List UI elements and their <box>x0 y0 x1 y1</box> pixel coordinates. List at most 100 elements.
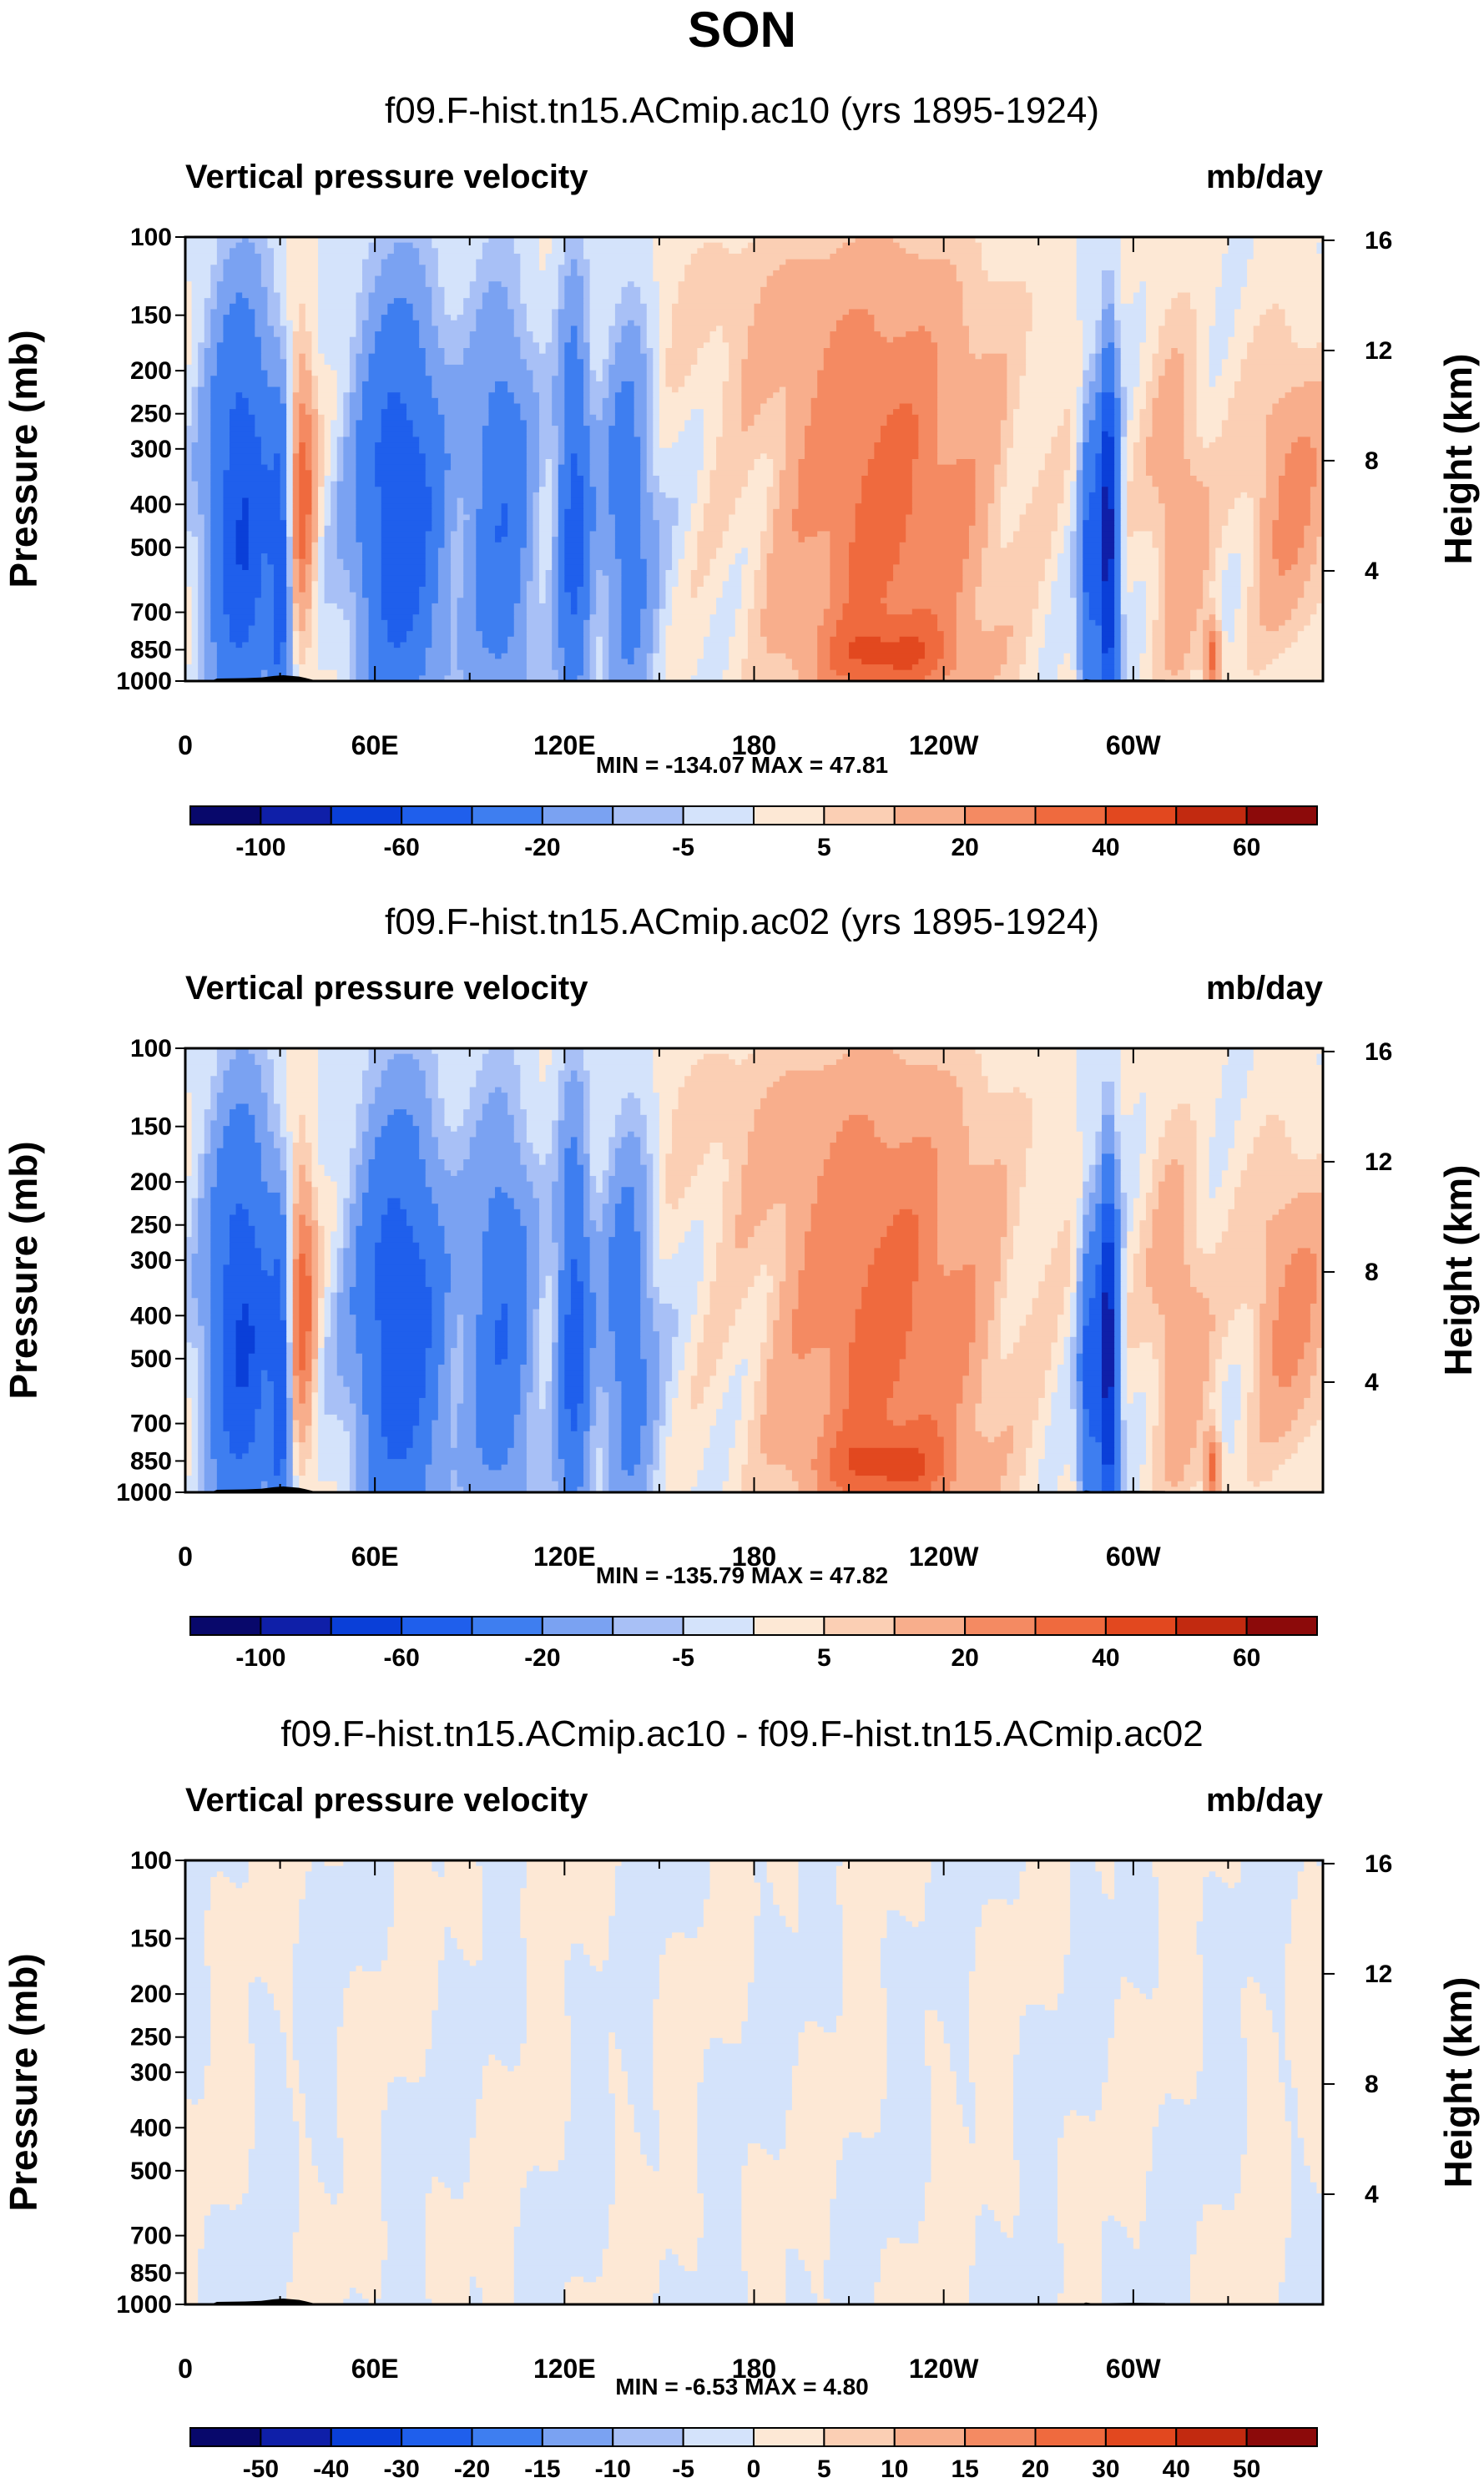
contour-cell <box>1114 414 1122 421</box>
contour-cell <box>577 592 591 598</box>
contour-cell <box>216 669 262 676</box>
contour-cell <box>292 386 300 393</box>
contour-cell <box>614 548 641 554</box>
colorbar-label: -20 <box>524 834 560 861</box>
contour-cell <box>608 331 623 338</box>
contour-cell <box>1316 608 1324 615</box>
contour-cell <box>1101 286 1115 294</box>
contour-cell <box>1221 608 1235 615</box>
contour-cell <box>381 420 414 426</box>
contour-cell <box>1083 447 1103 454</box>
contour-cell <box>223 508 243 516</box>
contour-cell <box>880 598 957 604</box>
contour-cell <box>362 409 382 416</box>
contour-cell <box>336 548 363 554</box>
contour-cell <box>1253 503 1260 510</box>
contour-cell <box>1120 1048 1229 1055</box>
contour-cell <box>1209 364 1223 371</box>
contour-cell <box>1101 414 1115 421</box>
contour-cell <box>286 348 294 355</box>
contour-cell <box>906 525 970 532</box>
contour-cell <box>766 648 818 654</box>
contour-cell <box>653 1059 698 1066</box>
contour-cell <box>608 470 641 477</box>
contour-cell <box>260 259 275 265</box>
contour-cell <box>311 508 319 516</box>
contour-cell <box>210 336 225 343</box>
contour-cell <box>1234 326 1254 332</box>
contour-cell <box>311 497 319 504</box>
contour-cell <box>1101 1114 1115 1122</box>
contour-cell <box>255 431 287 437</box>
contour-cell <box>552 575 559 582</box>
contour-cell <box>1304 625 1324 632</box>
contour-cell <box>210 392 237 399</box>
contour-cell <box>286 259 319 265</box>
contour-cell <box>1095 397 1103 405</box>
contour-cell <box>640 531 660 537</box>
contour-cell <box>558 614 591 621</box>
contour-cell <box>1310 575 1324 582</box>
contour-cell <box>1278 303 1324 310</box>
contour-cell <box>457 614 477 621</box>
contour-cell <box>729 520 768 527</box>
contour-cell <box>558 492 572 499</box>
contour-cell <box>1101 309 1115 315</box>
contour-cell <box>798 487 862 493</box>
contour-cell <box>526 481 540 487</box>
contour-cell <box>457 1126 477 1133</box>
contour-cell <box>324 487 331 493</box>
contour-cell <box>286 642 294 649</box>
contour-cell <box>318 586 326 593</box>
contour-cell <box>653 370 660 376</box>
contour-cell <box>1209 531 1223 537</box>
contour-cell <box>672 331 711 338</box>
contour-cell <box>690 514 704 521</box>
contour-cell <box>1265 625 1280 632</box>
contour-cell <box>1120 542 1128 548</box>
contour-cell <box>975 598 1039 604</box>
contour-cell <box>766 592 830 598</box>
contour-cell <box>646 315 660 321</box>
contour-cell <box>754 598 768 604</box>
contour-cell <box>1203 603 1216 610</box>
contour-cell <box>299 326 306 332</box>
contour-cell <box>729 1053 749 1060</box>
contour-cell <box>779 481 800 487</box>
contour-cell <box>488 281 502 288</box>
contour-cell <box>956 265 982 271</box>
contour-cell <box>1101 376 1115 382</box>
contour-cell <box>849 553 901 560</box>
contour-cell <box>982 553 1052 560</box>
contour-cell <box>659 381 667 388</box>
contour-cell <box>552 470 559 477</box>
contour-cell <box>336 386 351 393</box>
contour-cell <box>1215 1126 1235 1133</box>
contour-cell <box>653 275 685 282</box>
contour-cell <box>766 642 818 649</box>
contour-cell <box>286 342 294 349</box>
contour-cell <box>1088 492 1103 499</box>
contour-cell <box>1083 353 1090 360</box>
contour-cell <box>318 653 351 659</box>
contour-cell <box>210 487 225 493</box>
contour-cell <box>356 426 382 432</box>
contour-cell <box>210 270 225 277</box>
contour-cell <box>305 364 313 371</box>
contour-cell <box>437 1059 483 1066</box>
contour-cell <box>899 553 970 560</box>
contour-cell <box>311 376 319 382</box>
contour-cell <box>589 586 597 593</box>
contour-cell <box>311 631 319 638</box>
contour-cell <box>1145 303 1172 310</box>
contour-cell <box>1209 558 1216 565</box>
contour-cell <box>274 459 281 466</box>
contour-cell <box>596 608 609 615</box>
contour-cell <box>286 248 319 255</box>
contour-cell <box>552 514 559 521</box>
contour-cell <box>1120 237 1229 244</box>
contour-cell <box>570 1076 578 1083</box>
contour-cell <box>596 592 609 598</box>
contour-cell <box>962 315 1033 321</box>
contour-cell <box>975 592 1039 598</box>
